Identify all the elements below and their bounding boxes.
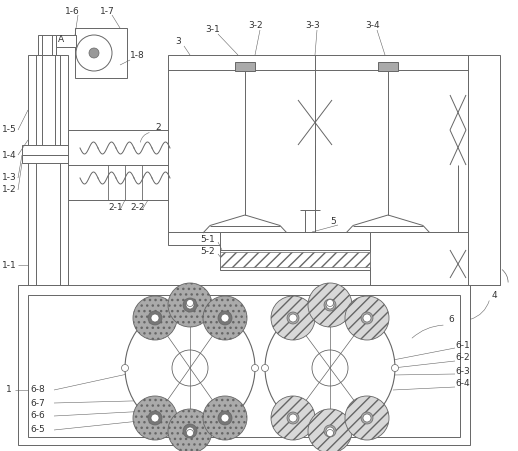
Circle shape bbox=[186, 301, 194, 309]
Circle shape bbox=[363, 314, 371, 322]
Circle shape bbox=[326, 427, 334, 435]
Text: 6-2: 6-2 bbox=[455, 354, 470, 363]
Bar bbox=[220, 232, 370, 270]
Circle shape bbox=[125, 303, 255, 433]
Text: 6-4: 6-4 bbox=[455, 379, 470, 388]
Bar bbox=[56, 35, 76, 47]
Circle shape bbox=[252, 364, 258, 372]
Circle shape bbox=[151, 414, 159, 422]
Text: 6-1: 6-1 bbox=[455, 341, 470, 350]
Circle shape bbox=[361, 312, 373, 324]
Text: 1-8: 1-8 bbox=[130, 51, 145, 60]
Circle shape bbox=[221, 314, 229, 322]
Bar bbox=[28, 55, 68, 285]
Circle shape bbox=[183, 424, 197, 438]
Text: 5: 5 bbox=[330, 217, 336, 226]
Circle shape bbox=[363, 414, 371, 422]
Text: 3-3: 3-3 bbox=[305, 20, 320, 29]
Circle shape bbox=[122, 364, 128, 372]
Circle shape bbox=[172, 350, 208, 386]
Circle shape bbox=[148, 411, 162, 425]
Text: 3-1: 3-1 bbox=[205, 26, 220, 34]
Text: 3: 3 bbox=[175, 37, 181, 46]
Circle shape bbox=[218, 311, 232, 325]
Circle shape bbox=[203, 296, 247, 340]
Text: 1-7: 1-7 bbox=[100, 8, 115, 17]
Text: 1-1: 1-1 bbox=[2, 261, 17, 270]
Text: 1-6: 1-6 bbox=[65, 8, 80, 17]
Bar bbox=[220, 252, 370, 267]
Circle shape bbox=[326, 299, 334, 307]
Circle shape bbox=[289, 314, 297, 322]
Circle shape bbox=[183, 298, 197, 312]
Circle shape bbox=[392, 364, 398, 372]
Bar bbox=[75, 28, 127, 78]
Text: 6-6: 6-6 bbox=[30, 411, 45, 420]
Circle shape bbox=[186, 427, 194, 435]
Circle shape bbox=[324, 299, 336, 311]
Circle shape bbox=[345, 396, 389, 440]
Text: 6-8: 6-8 bbox=[30, 386, 45, 395]
Circle shape bbox=[287, 312, 299, 324]
Circle shape bbox=[133, 396, 177, 440]
Circle shape bbox=[168, 409, 212, 451]
Circle shape bbox=[271, 296, 315, 340]
Bar bbox=[235, 62, 255, 71]
Text: 1-2: 1-2 bbox=[2, 185, 17, 194]
Circle shape bbox=[89, 48, 99, 58]
Text: 5-2: 5-2 bbox=[200, 248, 214, 257]
Text: A: A bbox=[58, 36, 64, 45]
Circle shape bbox=[265, 303, 395, 433]
Circle shape bbox=[345, 296, 389, 340]
Circle shape bbox=[271, 396, 315, 440]
Circle shape bbox=[326, 429, 334, 437]
Text: 2-2: 2-2 bbox=[130, 203, 145, 212]
Circle shape bbox=[76, 35, 112, 71]
Bar bbox=[370, 232, 500, 285]
Circle shape bbox=[186, 429, 194, 437]
Bar bbox=[28, 295, 460, 437]
Text: 1-3: 1-3 bbox=[2, 174, 17, 183]
Circle shape bbox=[308, 409, 352, 451]
Circle shape bbox=[133, 296, 177, 340]
Bar bbox=[22, 155, 74, 163]
Circle shape bbox=[186, 299, 194, 307]
Text: 2-1: 2-1 bbox=[108, 203, 123, 212]
Bar bbox=[68, 130, 175, 200]
Text: 6: 6 bbox=[448, 316, 454, 325]
Text: 4: 4 bbox=[492, 290, 498, 299]
Circle shape bbox=[221, 414, 229, 422]
Text: 1-5: 1-5 bbox=[2, 125, 17, 134]
Text: 6-3: 6-3 bbox=[455, 367, 470, 376]
Bar bbox=[22, 145, 74, 155]
Text: 1: 1 bbox=[6, 386, 12, 395]
Circle shape bbox=[151, 314, 159, 322]
Circle shape bbox=[168, 283, 212, 327]
Bar bbox=[378, 62, 398, 71]
Bar bbox=[38, 35, 56, 55]
Circle shape bbox=[148, 311, 162, 325]
Circle shape bbox=[289, 414, 297, 422]
Bar bbox=[468, 55, 500, 285]
Text: 6-5: 6-5 bbox=[30, 425, 45, 434]
Text: 1-4: 1-4 bbox=[2, 151, 17, 160]
Circle shape bbox=[361, 412, 373, 424]
Text: 3-4: 3-4 bbox=[365, 20, 380, 29]
Circle shape bbox=[262, 364, 268, 372]
Circle shape bbox=[326, 301, 334, 309]
Circle shape bbox=[287, 412, 299, 424]
Circle shape bbox=[203, 396, 247, 440]
Bar bbox=[168, 55, 468, 245]
Text: 6-7: 6-7 bbox=[30, 399, 45, 408]
Circle shape bbox=[308, 283, 352, 327]
Circle shape bbox=[312, 350, 348, 386]
Text: 5-1: 5-1 bbox=[200, 235, 215, 244]
Text: 2: 2 bbox=[155, 124, 161, 133]
Circle shape bbox=[324, 425, 336, 437]
Text: 3-2: 3-2 bbox=[248, 20, 263, 29]
Bar bbox=[18, 285, 470, 445]
Circle shape bbox=[218, 411, 232, 425]
